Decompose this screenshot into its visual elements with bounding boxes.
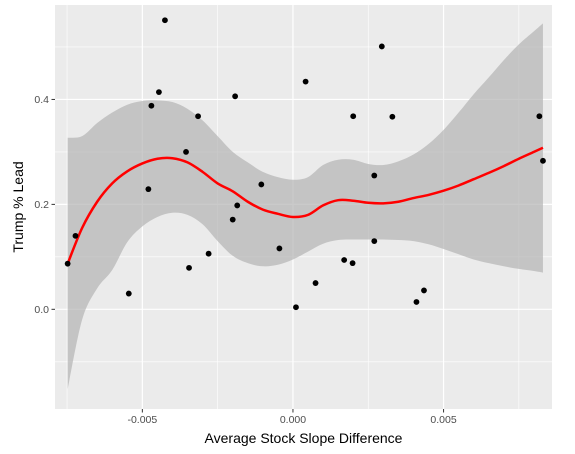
y-axis-title: Trump % Lead	[10, 161, 26, 252]
data-point-17	[293, 304, 299, 311]
data-point-26	[389, 113, 396, 120]
data-point-13	[232, 93, 239, 100]
data-point-21	[349, 260, 356, 267]
x-tick-label: 0.005	[430, 414, 456, 426]
x-axis-title: Average Stock Slope Difference	[205, 430, 403, 446]
data-point-23	[371, 172, 378, 179]
data-point-11	[205, 250, 212, 257]
data-point-16	[276, 245, 283, 252]
confidence-band	[67, 23, 543, 390]
data-point-2	[72, 232, 79, 239]
y-tick-label: 0.0	[34, 304, 49, 316]
data-point-12	[229, 216, 236, 223]
data-point-19	[312, 280, 319, 286]
data-point-5	[148, 102, 155, 109]
x-tick-label: -0.005	[127, 414, 157, 426]
y-tick-label: 0.4	[34, 94, 49, 106]
data-point-27	[413, 299, 420, 305]
data-point-20	[341, 257, 348, 263]
data-point-30	[540, 157, 546, 164]
data-point-22	[350, 113, 357, 120]
data-point-28	[421, 287, 427, 294]
data-point-8	[183, 149, 189, 155]
data-point-10	[195, 113, 201, 120]
data-point-25	[378, 43, 385, 50]
data-point-7	[162, 17, 168, 24]
data-point-14	[234, 202, 241, 209]
data-point-15	[258, 181, 265, 188]
data-point-18	[302, 78, 309, 85]
data-point-6	[156, 89, 162, 95]
x-axis: -0.005 0.000 0.005	[127, 409, 457, 426]
smooth-trend-line	[66, 146, 544, 265]
data-point-1	[64, 260, 71, 267]
data-points	[64, 17, 546, 311]
data-point-24	[371, 238, 378, 245]
data-point-9	[186, 264, 192, 271]
data-point-4	[145, 186, 152, 193]
x-tick-label: 0.000	[280, 414, 306, 426]
data-point-3	[125, 290, 132, 297]
data-point-29	[536, 113, 543, 120]
y-axis: 0.0 0.2 0.4	[34, 94, 55, 316]
y-tick-label: 0.2	[34, 199, 49, 211]
